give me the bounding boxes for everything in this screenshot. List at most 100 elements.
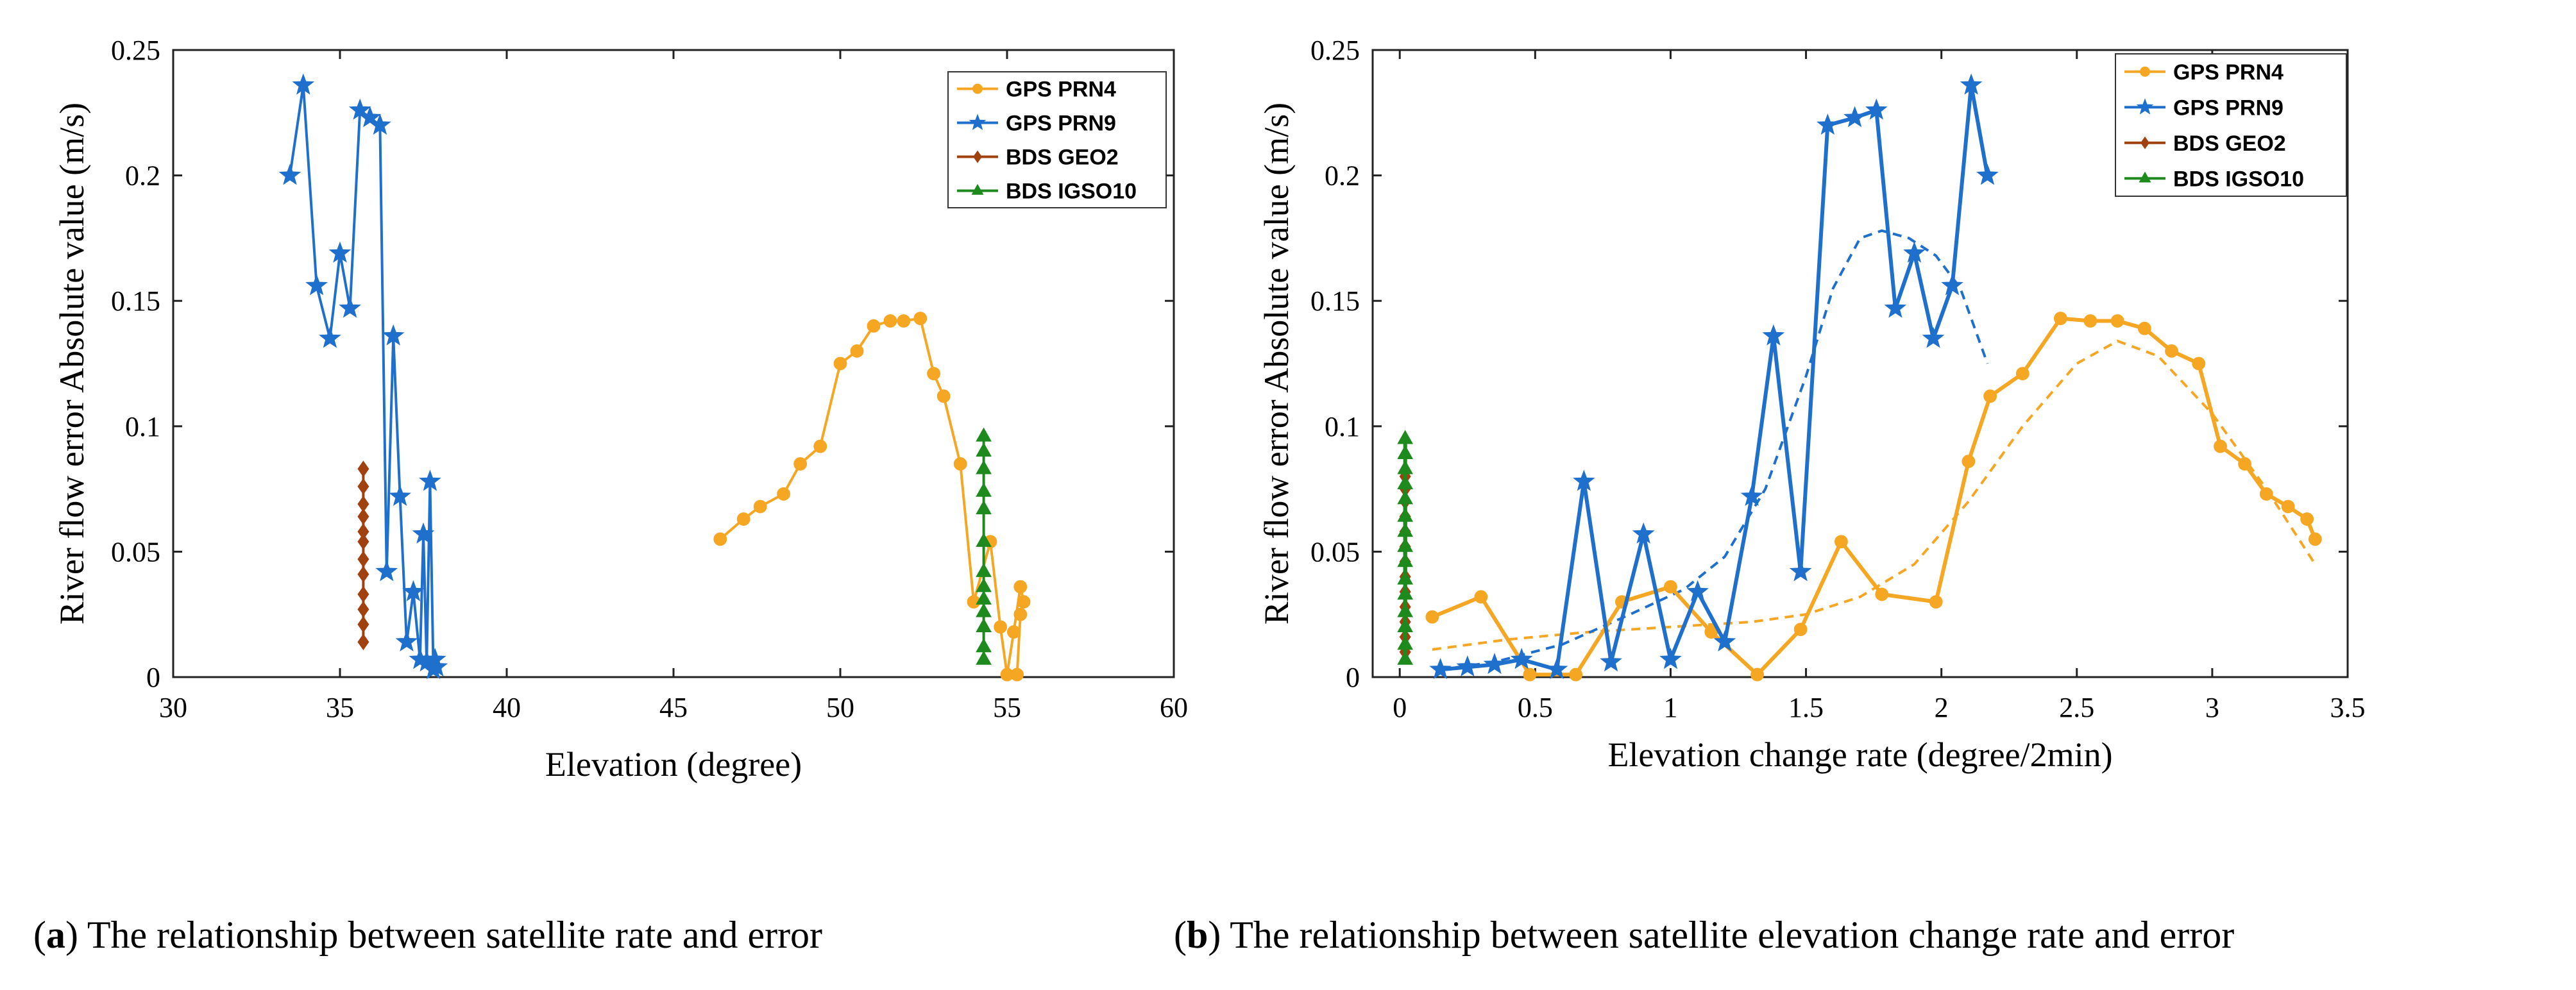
data-point-prn9 bbox=[1762, 324, 1785, 346]
y-tick-label: 0 bbox=[1346, 662, 1360, 693]
series-prn4 bbox=[1425, 312, 2322, 682]
data-point-igso10 bbox=[976, 650, 992, 665]
data-point-prn9 bbox=[1740, 485, 1763, 507]
data-point-prn4 bbox=[833, 357, 847, 371]
y-tick-label: 0.25 bbox=[1310, 35, 1360, 66]
data-point-prn4 bbox=[927, 367, 941, 381]
x-tick-label: 55 bbox=[993, 692, 1021, 723]
data-point-prn9 bbox=[328, 241, 352, 263]
series-igso10 bbox=[976, 427, 992, 665]
data-point-prn9 bbox=[1922, 326, 1945, 348]
data-point-prn4 bbox=[850, 344, 864, 358]
data-point-prn9 bbox=[1456, 655, 1479, 677]
data-point-igso10 bbox=[976, 532, 992, 547]
y-axis-label: River flow error Absolute value (m/s) bbox=[1257, 103, 1296, 625]
data-point-igso10 bbox=[1397, 553, 1414, 567]
series-igso10 bbox=[1397, 430, 1414, 665]
data-point-prn4 bbox=[2083, 314, 2097, 328]
trend-line-prn4 bbox=[1432, 339, 2316, 651]
data-point-prn4 bbox=[813, 439, 827, 453]
data-point-igso10 bbox=[1397, 490, 1414, 505]
data-point-prn4 bbox=[913, 312, 928, 326]
legend: GPS PRN4 GPS PRN9 BDS GEO2 BDS IGSO10 bbox=[947, 71, 1167, 208]
y-tick-label: 0.25 bbox=[111, 35, 160, 66]
data-point-geo2 bbox=[357, 586, 369, 603]
data-point-igso10 bbox=[1397, 650, 1414, 665]
data-point-geo2 bbox=[357, 460, 369, 478]
data-point-prn4 bbox=[1010, 667, 1024, 682]
data-point-prn9 bbox=[278, 164, 301, 185]
data-point-prn9 bbox=[305, 274, 328, 296]
data-point-prn9 bbox=[412, 522, 435, 544]
data-point-igso10 bbox=[976, 562, 992, 577]
data-point-igso10 bbox=[976, 427, 992, 442]
legend-swatch-marker bbox=[972, 83, 983, 94]
x-tick-label: 45 bbox=[659, 692, 688, 723]
data-point-igso10 bbox=[1397, 460, 1414, 474]
legend-swatch-marker bbox=[973, 150, 982, 164]
data-point-geo2 bbox=[357, 533, 369, 550]
data-point-igso10 bbox=[976, 617, 992, 632]
data-point-prn9 bbox=[1713, 630, 1736, 651]
data-point-prn4 bbox=[1664, 580, 1677, 594]
data-point-prn4 bbox=[2165, 344, 2178, 358]
data-point-igso10 bbox=[1397, 445, 1414, 460]
data-point-prn9 bbox=[402, 580, 425, 601]
x-tick-label: 1.5 bbox=[1788, 692, 1824, 723]
legend-swatch-marker bbox=[2139, 171, 2151, 183]
y-axis-label: River flow error Absolute value (m/s) bbox=[53, 103, 91, 625]
legend-swatch-marker bbox=[2140, 136, 2149, 149]
data-point-prn4 bbox=[1983, 389, 1997, 403]
data-point-igso10 bbox=[1397, 507, 1414, 522]
data-point-prn9 bbox=[1686, 580, 1709, 601]
data-point-igso10 bbox=[976, 460, 992, 474]
caption-b-text: ) The relationship between satellite ele… bbox=[1208, 914, 2234, 956]
data-point-igso10 bbox=[976, 638, 992, 653]
data-point-igso10 bbox=[1397, 617, 1414, 632]
data-point-prn4 bbox=[2192, 357, 2206, 371]
data-point-geo2 bbox=[357, 496, 369, 512]
legend-label: BDS IGSO10 bbox=[2173, 167, 2304, 191]
data-point-prn9 bbox=[1843, 106, 1866, 128]
x-tick-label: 35 bbox=[326, 692, 354, 723]
data-point-prn9 bbox=[1483, 653, 1506, 675]
data-point-prn9 bbox=[1941, 274, 1963, 296]
data-point-prn4 bbox=[2308, 532, 2322, 546]
data-point-igso10 bbox=[1397, 523, 1414, 537]
data-point-prn9 bbox=[419, 469, 441, 491]
data-point-prn4 bbox=[793, 457, 808, 471]
data-point-prn4 bbox=[2137, 321, 2151, 335]
data-point-geo2 bbox=[357, 633, 369, 651]
data-point-igso10 bbox=[976, 442, 992, 457]
series-prn9 bbox=[1429, 73, 1999, 680]
data-point-prn4 bbox=[867, 319, 881, 333]
series-line-prn9 bbox=[1440, 83, 1990, 672]
x-tick-label: 40 bbox=[493, 692, 521, 723]
data-point-prn9 bbox=[1545, 658, 1568, 680]
data-point-prn4 bbox=[2300, 512, 2314, 526]
series-prn9 bbox=[278, 73, 448, 680]
data-point-prn4 bbox=[994, 620, 1008, 634]
data-point-igso10 bbox=[976, 578, 992, 592]
data-point-prn9 bbox=[1884, 296, 1907, 318]
legend-label: GPS PRN4 bbox=[1006, 78, 1116, 102]
data-point-prn9 bbox=[425, 655, 448, 677]
legend-swatch-marker bbox=[2136, 98, 2154, 115]
data-point-prn4 bbox=[953, 457, 967, 471]
legend-swatch-marker bbox=[969, 113, 987, 130]
data-point-prn4 bbox=[1425, 610, 1439, 624]
y-tick-label: 0.1 bbox=[125, 411, 160, 442]
data-point-prn4 bbox=[1929, 595, 1943, 609]
data-point-prn9 bbox=[395, 630, 418, 651]
caption-a-text: ) The relationship between satellite rat… bbox=[65, 914, 822, 956]
x-tick-label: 30 bbox=[159, 692, 187, 723]
data-point-prn4 bbox=[713, 532, 727, 546]
data-point-prn9 bbox=[339, 296, 361, 318]
data-point-prn4 bbox=[1835, 535, 1848, 549]
data-point-igso10 bbox=[1397, 430, 1414, 444]
data-point-prn4 bbox=[897, 314, 911, 328]
data-point-geo2 bbox=[357, 508, 369, 525]
caption-a-letter: a bbox=[46, 914, 65, 956]
data-point-geo2 bbox=[357, 601, 369, 618]
legend-label: GPS PRN4 bbox=[2173, 60, 2284, 85]
